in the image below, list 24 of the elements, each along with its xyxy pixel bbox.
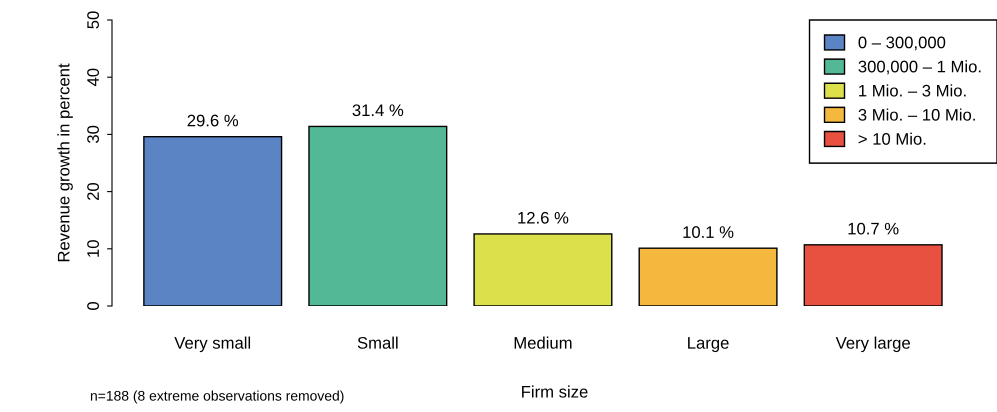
legend-label: 0 – 300,000 (858, 36, 946, 50)
text: n=188 (8 extreme observations removed) (90, 390, 344, 404)
y-tick-label: 10 (87, 240, 99, 257)
y-axis-title: Revenue growth in percent (57, 64, 73, 262)
legend-label: 3 Mio. – 10 Mio. (858, 108, 975, 121)
x-tick-label: Medium (514, 336, 572, 349)
data-label: 29.6 % (188, 114, 238, 126)
data-label: 31.4 % (352, 104, 404, 116)
legend-label: > 10 Mio. (858, 132, 926, 145)
legend-label: 300,000 – 1 Mio. (858, 60, 980, 74)
legend-label: 1 Mio. – 3 Mio. (859, 84, 966, 97)
x-tick-label: Small (358, 336, 398, 349)
x-tick-label: Large (688, 337, 729, 352)
y-tick-label: 40 (87, 68, 99, 86)
data-label: 10.7 % (848, 222, 899, 235)
x-axis-title: Firm size (522, 385, 588, 398)
y-tick-label: 50 (87, 11, 99, 29)
data-label: 12.6 % (518, 212, 568, 224)
x-tick-label: Very small (174, 336, 250, 352)
y-tick-label: 30 (87, 126, 99, 144)
x-tick-label: Very large (836, 336, 910, 352)
y-tick-label: 20 (87, 182, 99, 200)
data-label: 10.1 % (683, 226, 734, 238)
y-tick-label: 0 (87, 302, 99, 310)
